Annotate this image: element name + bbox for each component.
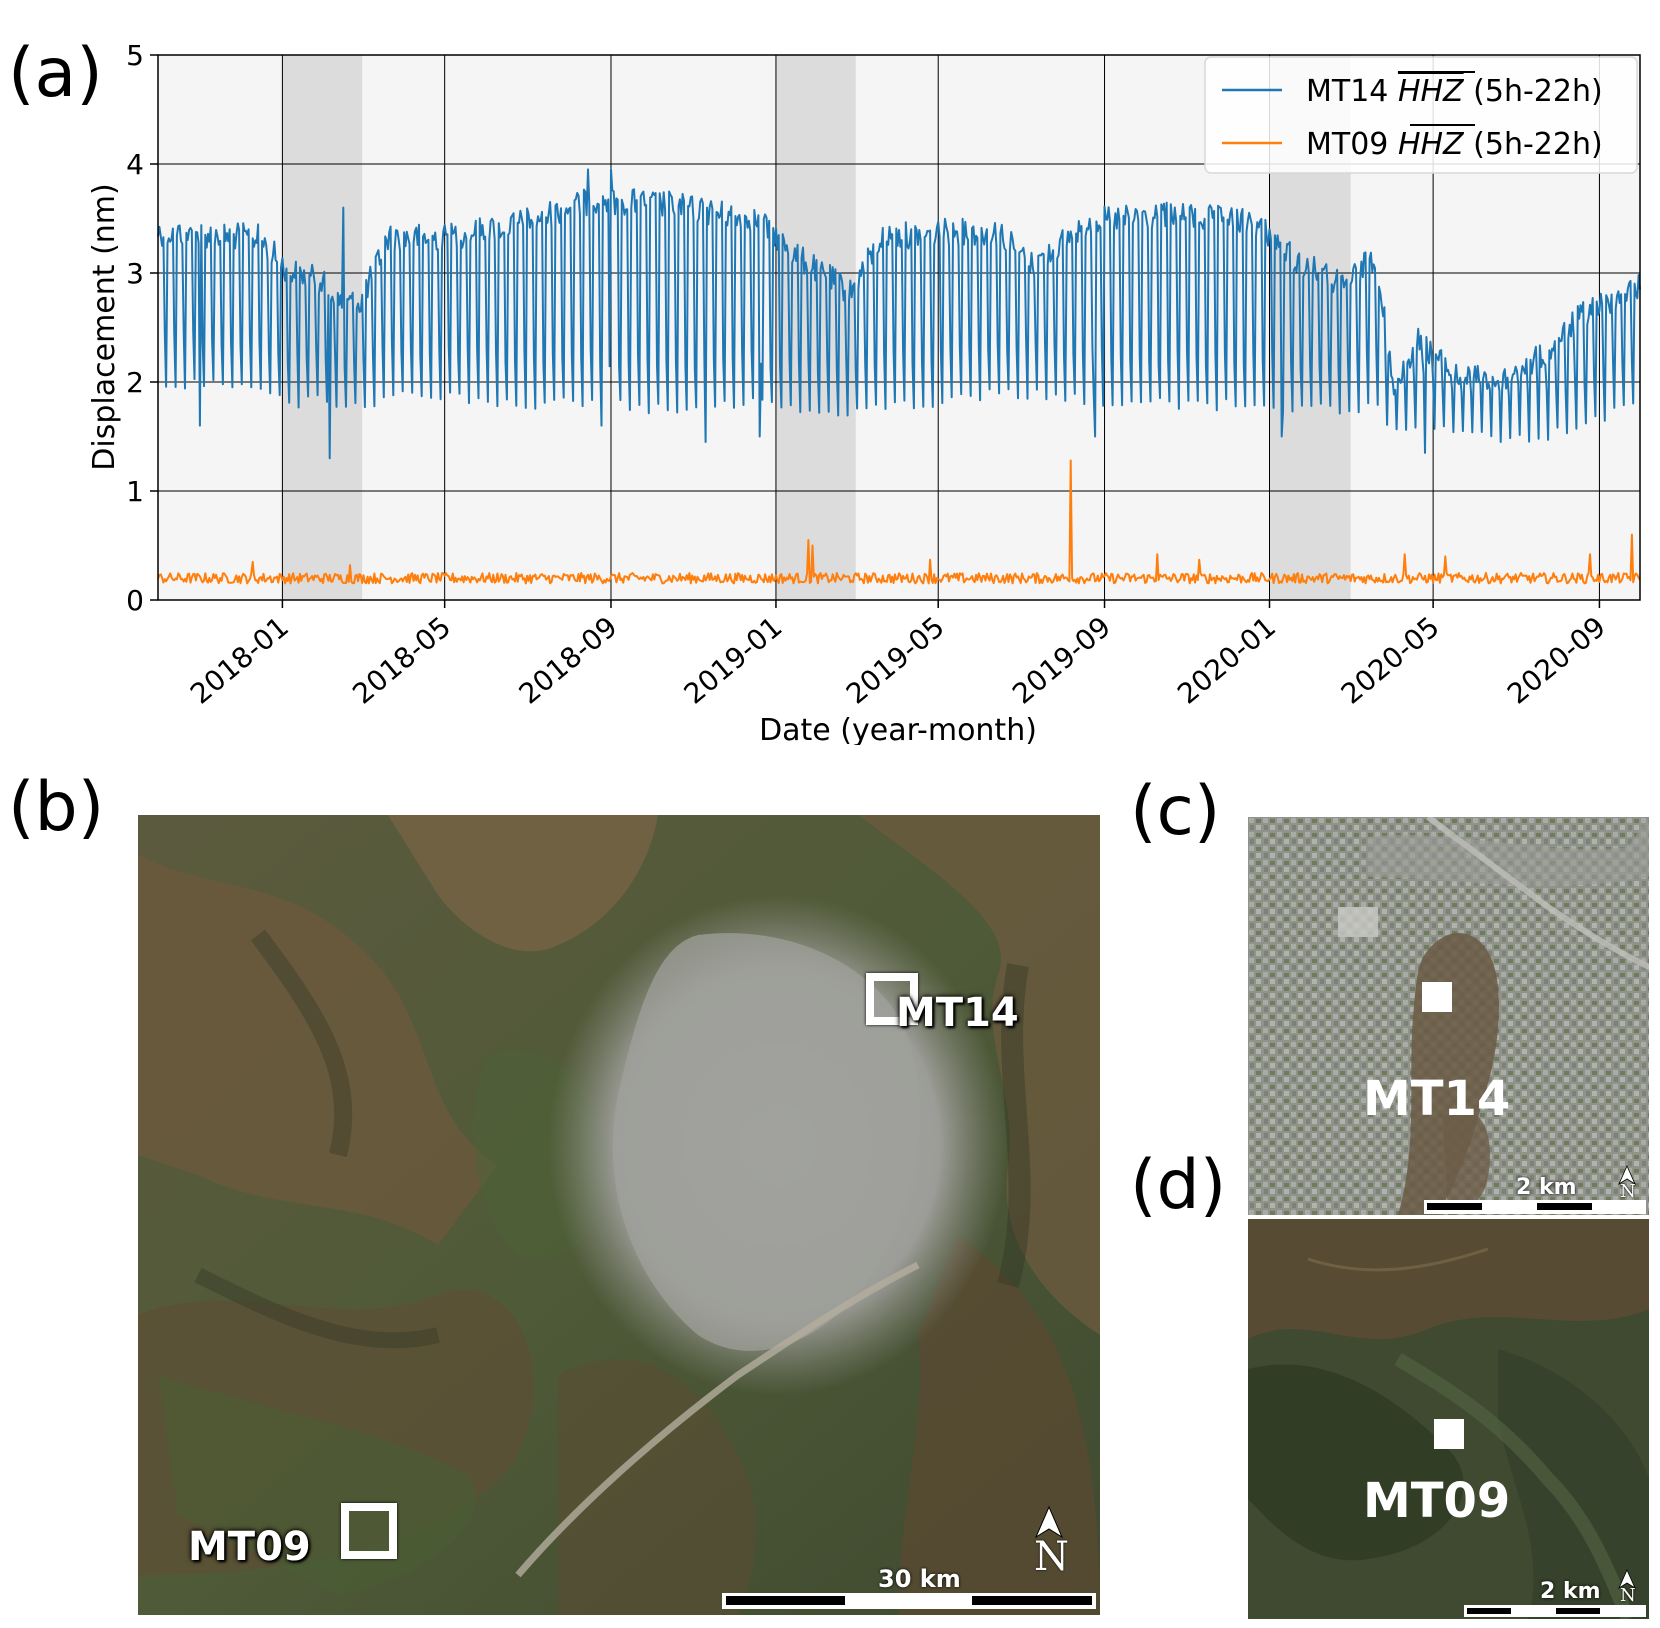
y-tick-label: 4 bbox=[126, 148, 144, 181]
y-tick-label: 3 bbox=[126, 257, 144, 290]
north-label-b: N bbox=[1034, 1534, 1069, 1580]
mt09-map-label: MT09 bbox=[188, 1524, 311, 1570]
y-ticks: 0 1 2 3 4 5 bbox=[126, 39, 158, 617]
panel-label-c: (c) bbox=[1130, 772, 1221, 851]
x-ticks: 2018-01 2018-05 2018-09 2019-01 2019-05 2019-… bbox=[184, 600, 1612, 711]
y-tick-label: 0 bbox=[126, 584, 144, 617]
north-arrow-icon bbox=[1034, 1505, 1064, 1539]
map-mt09-zoom: MT09 2 km N bbox=[1248, 1219, 1649, 1619]
y-tick-label: 2 bbox=[126, 366, 144, 399]
x-tick-label: 2020-09 bbox=[1501, 610, 1612, 710]
mt09-location-box bbox=[341, 1503, 397, 1559]
series-line-mt14 bbox=[157, 168, 1641, 460]
mt14-map-label: MT14 bbox=[896, 990, 1019, 1036]
y-tick-label: 5 bbox=[126, 39, 144, 72]
x-tick-label: 2020-05 bbox=[1335, 610, 1446, 710]
legend-entry-mt09: MT09 HHZ (5h-22h) bbox=[1306, 127, 1603, 162]
mt09-zoom-label: MT09 bbox=[1363, 1473, 1511, 1529]
scale-text-d: 2 km bbox=[1540, 1579, 1601, 1604]
series-line-mt09 bbox=[157, 459, 1641, 585]
north-arrow-icon bbox=[1618, 1569, 1636, 1589]
y-axis-label: Displacement (nm) bbox=[87, 183, 122, 470]
panel-label-d: (d) bbox=[1130, 1146, 1227, 1225]
legend-entry-mt14: MT14 HHZ (5h-22h) bbox=[1306, 74, 1603, 109]
north-arrow-icon bbox=[1618, 1165, 1636, 1185]
x-tick-label: 2019-09 bbox=[1006, 610, 1117, 710]
x-tick-label: 2020-01 bbox=[1171, 610, 1282, 710]
scale-text-c: 2 km bbox=[1516, 1175, 1577, 1200]
map-mt14-zoom: MT14 2 km N bbox=[1248, 817, 1649, 1215]
x-tick-label: 2018-01 bbox=[184, 610, 295, 710]
x-axis-label: Date (year-month) bbox=[759, 713, 1037, 745]
satellite-image-mt14 bbox=[1248, 817, 1649, 1215]
mt14-station-marker bbox=[1422, 982, 1452, 1012]
legend-box bbox=[1204, 56, 1638, 174]
x-tick-label: 2019-05 bbox=[840, 610, 951, 710]
mt09-station-marker bbox=[1434, 1419, 1464, 1449]
panel-label-b: (b) bbox=[8, 768, 105, 847]
map-santiago-region: MT14 MT09 30 km N bbox=[138, 815, 1100, 1615]
panel-label-a: (a) bbox=[8, 34, 103, 113]
displacement-chart: 0 1 2 3 4 5 2018-01 2018-05 2018-09 2019-01 2019-… bbox=[87, 39, 1641, 745]
x-tick-label: 2019-01 bbox=[678, 610, 789, 710]
series-layer bbox=[157, 168, 1641, 585]
shaded-period-0 bbox=[282, 55, 363, 600]
scale-text-b: 30 km bbox=[878, 1565, 961, 1593]
shaded-period-1 bbox=[775, 55, 856, 600]
x-tick-label: 2018-05 bbox=[346, 610, 457, 710]
north-label-c: N bbox=[1620, 1181, 1636, 1202]
x-tick-label: 2018-09 bbox=[513, 610, 624, 710]
mt14-zoom-label: MT14 bbox=[1363, 1071, 1511, 1127]
scalebar-c bbox=[1424, 1200, 1646, 1214]
scalebar-d bbox=[1464, 1605, 1646, 1617]
satellite-image-region bbox=[138, 815, 1100, 1615]
y-tick-label: 1 bbox=[126, 475, 144, 508]
mt14-location-box bbox=[866, 973, 918, 1025]
scalebar-b bbox=[722, 1593, 1096, 1609]
north-label-d: N bbox=[1620, 1585, 1636, 1606]
legend: MT14 HHZ (5h-22h) MT09 HHZ (5h-22h) bbox=[1204, 56, 1638, 174]
plot-frame bbox=[157, 54, 1641, 601]
